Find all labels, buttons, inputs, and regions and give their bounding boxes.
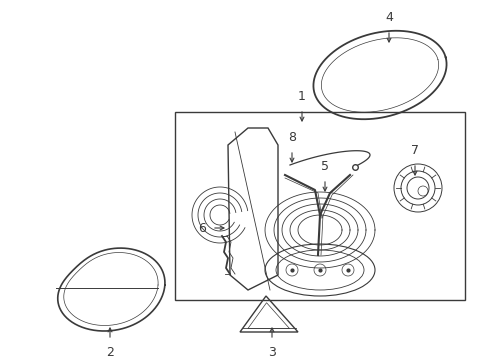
Text: 4: 4 bbox=[384, 11, 392, 24]
Text: 1: 1 bbox=[298, 90, 305, 103]
Text: 8: 8 bbox=[287, 131, 295, 144]
Text: 2: 2 bbox=[106, 346, 114, 359]
Text: 5: 5 bbox=[320, 160, 328, 173]
Text: 3: 3 bbox=[267, 346, 275, 359]
Bar bbox=[175, 112, 464, 300]
Text: 6: 6 bbox=[198, 221, 205, 234]
Text: 7: 7 bbox=[410, 144, 418, 157]
